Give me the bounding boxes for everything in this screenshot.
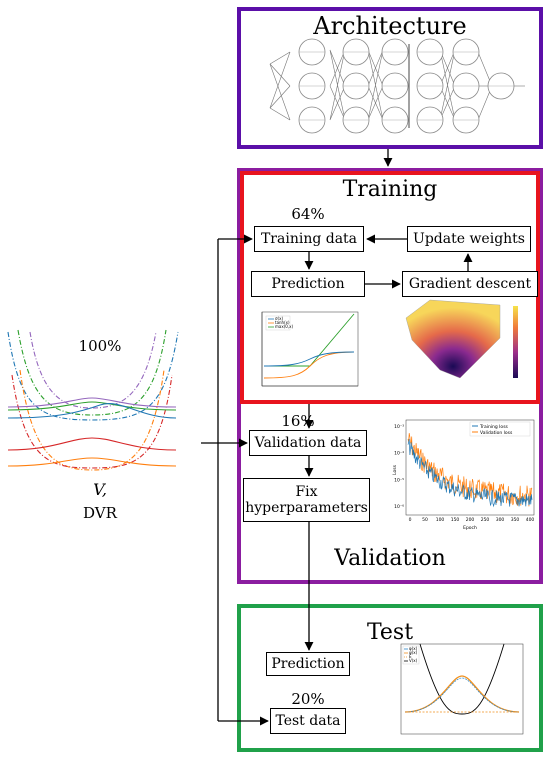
- v-label: V,: [93, 480, 107, 499]
- training-prediction-box: Prediction: [251, 271, 365, 297]
- training-data-box: Training data: [254, 226, 364, 252]
- hyperparameters-line: hyperparameters: [245, 500, 368, 516]
- training-title: Training: [342, 177, 438, 202]
- dvr-label: DVR: [83, 504, 117, 522]
- architecture-panel: [237, 7, 543, 149]
- fix-line: Fix: [295, 483, 318, 500]
- test-title: Test: [366, 620, 414, 645]
- training-validation-panel: [237, 168, 543, 584]
- test-percent: 20%: [291, 690, 325, 708]
- test-panel: [237, 604, 543, 752]
- architecture-title: Architecture: [313, 12, 467, 40]
- test-data-box: Test data: [270, 708, 346, 734]
- test-prediction-box: Prediction: [266, 652, 350, 676]
- update-weights-box: Update weights: [407, 226, 531, 252]
- fix-hyperparameters-box: Fix hyperparameters: [243, 478, 370, 522]
- gradient-descent-box: Gradient descent: [402, 271, 538, 297]
- validation-title: Validation: [334, 546, 446, 571]
- validation-data-box: Validation data: [249, 430, 367, 456]
- training-percent: 64%: [291, 205, 325, 223]
- training-panel: [240, 171, 540, 404]
